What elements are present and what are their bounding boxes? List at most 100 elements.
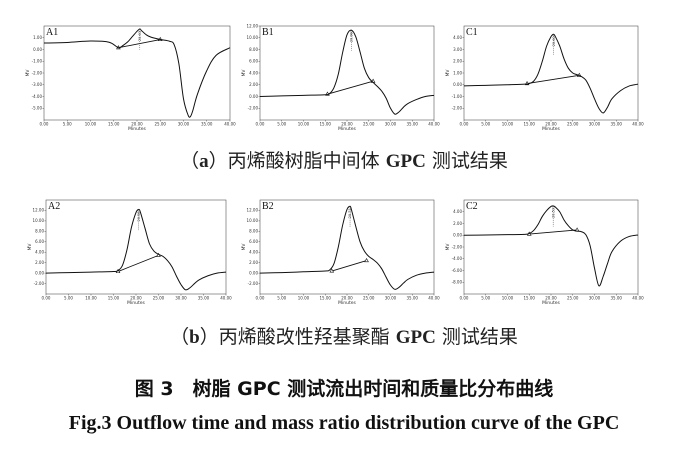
- y-axis-label: MV: [27, 243, 33, 251]
- x-tick-label: 40.00: [220, 296, 232, 301]
- x-tick-label: 35.00: [407, 122, 419, 127]
- x-axis-label: Minutes: [127, 300, 145, 306]
- y-tick-label: 0.00: [35, 270, 44, 275]
- x-tick-label: 20.00: [341, 296, 353, 301]
- x-tick-label: 20.00: [130, 296, 142, 301]
- series-line: [463, 33, 639, 114]
- y-tick-label: -5.00: [32, 106, 43, 111]
- x-tick-label: 40.00: [428, 122, 440, 127]
- y-tick-label: -2.00: [248, 281, 259, 286]
- figure-caption-en: Fig.3 Outflow time and mass ratio distri…: [68, 412, 620, 434]
- y-tick-label: 12.00: [33, 208, 45, 213]
- y-tick-label: -2.00: [34, 281, 45, 286]
- y-tick-label: -1.00: [32, 59, 43, 64]
- x-tick-label: 40.00: [224, 122, 236, 127]
- x-tick-label: 10.00: [298, 122, 310, 127]
- x-tick-label: 40.00: [632, 122, 644, 127]
- baseline-line: [331, 260, 367, 272]
- y-tick-label: 0.00: [453, 82, 462, 87]
- panel-label: B1: [262, 27, 274, 38]
- chart-panel-a2: 0.00 5.00 10.00 15.00 20.00 25.00 30.00 35.00 40…: [26, 196, 232, 306]
- baseline-line: [527, 74, 580, 85]
- series-line: [259, 29, 435, 115]
- baseline-line: [529, 229, 578, 235]
- y-tick-label: 8.00: [35, 229, 44, 234]
- x-tick-label: 15.00: [320, 122, 332, 127]
- y-tick-label: -4.00: [32, 94, 43, 99]
- baseline-marker: [364, 257, 369, 263]
- x-tick-label: 25.00: [567, 122, 579, 127]
- y-tick-label: -8.00: [452, 280, 463, 285]
- x-axis-label: Minutes: [542, 126, 560, 132]
- series-line: [259, 205, 435, 290]
- caption-a-suffix: 测试结果: [425, 150, 508, 172]
- x-axis-label: Minutes: [338, 126, 356, 132]
- x-tick-label: 40.00: [632, 296, 644, 301]
- caption-b-gpc: GPC: [395, 327, 436, 348]
- x-tick-label: 15.00: [108, 296, 120, 301]
- y-tick-label: -2.00: [248, 106, 259, 111]
- plot-frame: [43, 25, 231, 121]
- y-tick-label: 4.00: [35, 250, 44, 255]
- y-tick-label: 6.00: [249, 239, 258, 244]
- chart-panel-c1: 0.00 5.00 10.00 15.00 20.00 25.00 30.00 35.00 40…: [444, 22, 644, 132]
- y-tick-label: 10.00: [247, 218, 259, 223]
- y-tick-label: 1.00: [33, 35, 42, 40]
- y-tick-label: 8.00: [249, 229, 258, 234]
- chart-svg-a1: 0.00 5.00 10.00 15.00 20.00 25.00 30.00 35.00 40…: [25, 25, 236, 132]
- x-tick-label: 30.00: [385, 296, 397, 301]
- y-tick-label: 10.00: [33, 218, 45, 223]
- x-axis-label: Minutes: [338, 300, 356, 306]
- y-tick-label: 12.00: [247, 23, 259, 28]
- series-line: [43, 28, 231, 118]
- x-tick-label: 0.00: [460, 296, 469, 301]
- chart-svg-a2: 0.00 5.00 10.00 15.00 20.00 25.00 30.00 35.00 40…: [27, 199, 232, 306]
- x-tick-label: 35.00: [611, 122, 623, 127]
- y-tick-label: 0.00: [453, 233, 462, 238]
- series-line: [45, 208, 227, 291]
- x-tick-label: 10.00: [85, 296, 97, 301]
- y-tick-label: 2.00: [453, 59, 462, 64]
- x-axis-label: Minutes: [128, 126, 146, 132]
- x-tick-label: 35.00: [198, 296, 210, 301]
- x-tick-label: 0.00: [256, 296, 265, 301]
- x-tick-label: 25.00: [363, 296, 375, 301]
- chart-panel-b2: 0.00 5.00 10.00 15.00 20.00 25.00 30.00 35.00 40…: [240, 196, 440, 306]
- x-tick-label: 25.00: [153, 296, 165, 301]
- x-tick-label: 30.00: [175, 296, 187, 301]
- x-tick-label: 35.00: [407, 296, 419, 301]
- y-tick-label: -3.00: [32, 82, 43, 87]
- x-tick-label: 5.00: [64, 296, 73, 301]
- x-tick-label: 15.00: [108, 122, 120, 127]
- x-tick-label: 5.00: [63, 122, 72, 127]
- y-tick-label: 12.00: [247, 208, 259, 213]
- y-axis-label: MV: [445, 243, 451, 251]
- plot-frame: [259, 25, 435, 121]
- y-axis-label: MV: [241, 69, 247, 77]
- x-tick-label: 30.00: [178, 122, 190, 127]
- x-tick-label: 20.00: [545, 122, 557, 127]
- panel-label: A2: [48, 201, 60, 212]
- chart-svg-c1: 0.00 5.00 10.00 15.00 20.00 25.00 30.00 35.00 40…: [445, 25, 644, 132]
- y-tick-label: 2.00: [249, 260, 258, 265]
- x-tick-label: 10.00: [502, 122, 514, 127]
- x-tick-label: 5.00: [277, 296, 286, 301]
- y-tick-label: 4.00: [453, 209, 462, 214]
- peak-label: 20.583: [137, 209, 141, 221]
- caption-b-rest: ）丙烯酸改性羟基聚酯: [199, 326, 396, 348]
- y-tick-label: 0.00: [249, 94, 258, 99]
- chart-panel-b1: 0.00 5.00 10.00 15.00 20.00 25.00 30.00 35.00 40…: [240, 22, 440, 132]
- caption-a-gpc: GPC: [385, 151, 426, 172]
- y-tick-label: 4.00: [249, 70, 258, 75]
- x-tick-label: 10.00: [85, 122, 97, 127]
- caption-a-letter: a: [199, 151, 209, 172]
- y-tick-label: 1.00: [453, 70, 462, 75]
- caption-row-a: （a）丙烯酸树脂中间体 GPC 测试结果: [0, 146, 688, 173]
- y-tick-label: -2.00: [452, 106, 463, 111]
- panel-label: C2: [466, 201, 478, 212]
- y-tick-label: -2.00: [452, 244, 463, 249]
- x-tick-label: 35.00: [611, 296, 623, 301]
- x-tick-label: 10.00: [298, 296, 310, 301]
- baseline-marker: [329, 268, 335, 273]
- x-tick-label: 30.00: [589, 122, 601, 127]
